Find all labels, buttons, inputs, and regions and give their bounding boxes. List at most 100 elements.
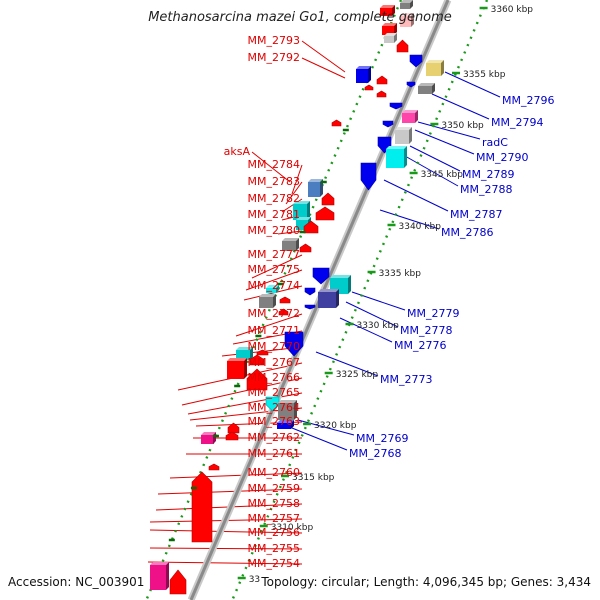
gene-label-left[interactable]: MM_2760: [248, 466, 300, 479]
gene-label-left[interactable]: MM_2781: [248, 208, 300, 221]
gene-reverse-g37[interactable]: [409, 54, 423, 68]
gene-box-top: [426, 60, 444, 63]
gene-label-left[interactable]: MM_2764: [248, 401, 300, 414]
gene-box-face: [400, 16, 411, 27]
gene-label-right[interactable]: MM_2789: [462, 168, 514, 181]
gene-label-left[interactable]: MM_2758: [248, 497, 300, 510]
gene-forward-g13[interactable]: [293, 201, 310, 220]
gene-forward-g9[interactable]: [376, 90, 387, 98]
gene-forward-g20[interactable]: [266, 285, 279, 293]
gene-forward-g23[interactable]: [278, 308, 289, 316]
gene-forward-g31[interactable]: [225, 431, 239, 441]
gene-label-right[interactable]: MM_2768: [349, 447, 401, 460]
gene-forward-g21[interactable]: [259, 294, 276, 308]
gene-forward-g29[interactable]: [201, 432, 216, 444]
gene-box-top: [282, 238, 299, 241]
gene-label-left[interactable]: MM_2783: [248, 175, 300, 188]
gene-reverse-g49[interactable]: [318, 289, 339, 308]
gene-label-left[interactable]: MM_2759: [248, 482, 300, 495]
gene-reverse-g48[interactable]: [312, 267, 330, 285]
gene-label-left[interactable]: MM_2777: [248, 248, 300, 261]
gene-forward-g6[interactable]: [400, 0, 413, 9]
gene-forward-g3[interactable]: [396, 39, 409, 53]
gene-forward-g10[interactable]: [364, 84, 374, 91]
gene-forward-g22[interactable]: [279, 296, 291, 304]
gene-label-right[interactable]: MM_2769: [356, 432, 408, 445]
gene-reverse-g50[interactable]: [304, 287, 316, 296]
gene-reverse-g43[interactable]: [386, 146, 407, 168]
gene-label-left[interactable]: MM_2767: [248, 356, 300, 369]
gene-forward-g15[interactable]: [321, 192, 335, 206]
gene-forward-g27[interactable]: [246, 368, 268, 391]
gene-label-right[interactable]: MM_2794: [491, 116, 543, 129]
gene-reverse-g52[interactable]: [284, 331, 304, 357]
gene-label-left[interactable]: aksA: [224, 145, 251, 158]
scale-ticks: 3360 kbp 3355 kbp 3350 kbp 3345 kbp 3340 kbp…: [168, 5, 533, 585]
gene-box-top: [259, 294, 276, 297]
gene-label-left[interactable]: MM_2755: [248, 542, 300, 555]
gene-label-left[interactable]: MM_2770: [248, 340, 300, 353]
gene-label-left[interactable]: MM_2774: [248, 279, 300, 292]
gene-forward-g34[interactable]: [150, 562, 169, 590]
gene-forward-g26[interactable]: [249, 354, 265, 366]
gene-reverse-g55[interactable]: [277, 420, 294, 429]
gene-forward-g32[interactable]: [208, 463, 220, 471]
gene-label-left[interactable]: MM_2765: [248, 386, 300, 399]
gene-label-right[interactable]: MM_2786: [441, 226, 493, 239]
gene-reverse-g44[interactable]: [360, 162, 377, 191]
gene-forward-g1[interactable]: [380, 5, 395, 16]
gene-forward-g5[interactable]: [384, 33, 397, 43]
gene-reverse-g53[interactable]: [265, 396, 280, 412]
gene-label-right[interactable]: MM_2779: [407, 307, 459, 320]
gene-label-left[interactable]: MM_2780: [248, 224, 300, 237]
gene-forward-g4[interactable]: [400, 13, 414, 27]
gene-label-left[interactable]: MM_2772: [248, 307, 300, 320]
gene-label-right[interactable]: radC: [482, 136, 508, 149]
gene-reverse-g39[interactable]: [406, 81, 416, 88]
gene-label-right[interactable]: MM_2796: [502, 94, 554, 107]
gene-forward-g30[interactable]: [227, 422, 240, 434]
gene-label-left[interactable]: MM_2766: [248, 371, 300, 384]
gene-label-right[interactable]: MM_2773: [380, 373, 432, 386]
gene-label-right[interactable]: MM_2787: [450, 208, 502, 221]
gene-forward-g33[interactable]: [191, 471, 213, 543]
gene-reverse-g40[interactable]: [402, 110, 418, 123]
gene-label-left[interactable]: MM_2756: [248, 526, 300, 539]
gene-label-left[interactable]: MM_2784: [248, 158, 300, 171]
gene-label-left[interactable]: MM_2775: [248, 263, 300, 276]
gene-forward-g18[interactable]: [282, 238, 299, 251]
gene-reverse-g51[interactable]: [304, 304, 316, 310]
gene-label-left[interactable]: MM_2761: [248, 447, 300, 460]
gene-forward-g7[interactable]: [356, 66, 371, 83]
gene-forward-g2[interactable]: [382, 23, 397, 35]
gene-label-left[interactable]: MM_2763: [248, 415, 300, 428]
gene-label-left[interactable]: MM_2757: [248, 512, 300, 525]
gene-forward-g24[interactable]: [236, 347, 253, 360]
gene-label-left[interactable]: MM_2793: [248, 34, 300, 47]
gene-label-right[interactable]: MM_2788: [460, 183, 512, 196]
gene-reverse-g38[interactable]: [418, 83, 435, 94]
gene-label-left[interactable]: MM_2771: [248, 324, 300, 337]
gene-reverse-g36[interactable]: [426, 60, 444, 76]
gene-forward-g25[interactable]: [227, 358, 247, 379]
gene-forward-g8[interactable]: [376, 75, 388, 85]
gene-box-face: [318, 292, 336, 308]
gene-label-right[interactable]: MM_2776: [394, 339, 446, 352]
gene-forward-g11[interactable]: [331, 119, 342, 127]
gene-label-left[interactable]: MM_2782: [248, 192, 300, 205]
gene-forward-g28[interactable]: [256, 349, 269, 356]
gene-forward-g35[interactable]: [169, 569, 187, 595]
gene-label-right[interactable]: MM_2790: [476, 151, 528, 164]
gene-label-left[interactable]: MM_2792: [248, 51, 300, 64]
gene-arrow-shape: [256, 349, 269, 356]
gene-forward-g12[interactable]: [308, 179, 323, 197]
gene-reverse-g45[interactable]: [389, 102, 403, 110]
gene-forward-g19[interactable]: [299, 243, 312, 253]
gene-reverse-g41[interactable]: [395, 127, 412, 144]
gene-forward-g16[interactable]: [315, 206, 335, 221]
gene-reverse-g54[interactable]: [278, 400, 297, 420]
gene-label-left[interactable]: MM_2754: [248, 557, 300, 570]
gene-label-right[interactable]: MM_2778: [400, 324, 452, 337]
gene-label-left[interactable]: MM_2762: [248, 431, 300, 444]
gene-reverse-g46[interactable]: [382, 120, 394, 128]
